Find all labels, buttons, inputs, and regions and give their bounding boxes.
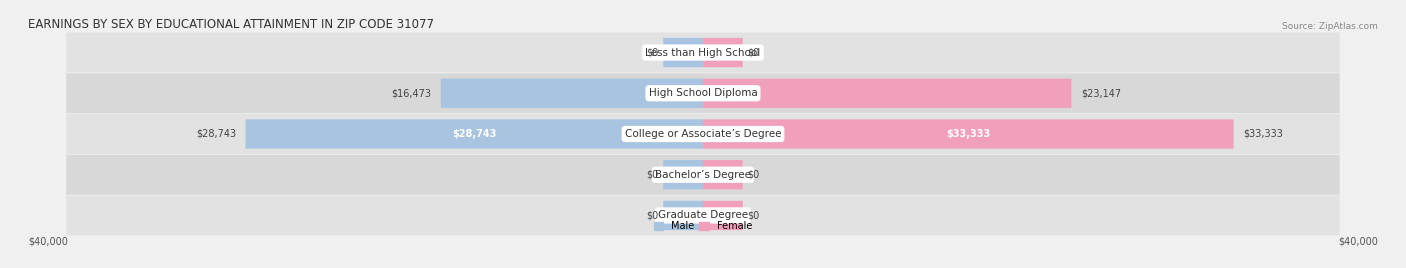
FancyBboxPatch shape bbox=[441, 79, 703, 108]
Legend: Male, Female: Male, Female bbox=[650, 217, 756, 235]
Text: Bachelor’s Degree: Bachelor’s Degree bbox=[655, 170, 751, 180]
Text: $33,333: $33,333 bbox=[946, 129, 990, 139]
Text: EARNINGS BY SEX BY EDUCATIONAL ATTAINMENT IN ZIP CODE 31077: EARNINGS BY SEX BY EDUCATIONAL ATTAINMEN… bbox=[28, 18, 434, 31]
FancyBboxPatch shape bbox=[66, 155, 1340, 195]
Text: $0: $0 bbox=[748, 170, 759, 180]
Text: $0: $0 bbox=[647, 47, 658, 58]
Text: $40,000: $40,000 bbox=[1339, 237, 1378, 247]
Text: Source: ZipAtlas.com: Source: ZipAtlas.com bbox=[1282, 22, 1378, 31]
FancyBboxPatch shape bbox=[246, 119, 703, 149]
FancyBboxPatch shape bbox=[66, 196, 1340, 235]
FancyBboxPatch shape bbox=[703, 79, 1071, 108]
FancyBboxPatch shape bbox=[664, 201, 703, 230]
Text: $0: $0 bbox=[647, 170, 658, 180]
FancyBboxPatch shape bbox=[703, 119, 1233, 149]
Text: $23,147: $23,147 bbox=[1081, 88, 1121, 98]
Text: $28,743: $28,743 bbox=[453, 129, 496, 139]
FancyBboxPatch shape bbox=[66, 33, 1340, 72]
Text: College or Associate’s Degree: College or Associate’s Degree bbox=[624, 129, 782, 139]
Text: Less than High School: Less than High School bbox=[645, 47, 761, 58]
FancyBboxPatch shape bbox=[703, 38, 742, 67]
FancyBboxPatch shape bbox=[703, 201, 742, 230]
FancyBboxPatch shape bbox=[664, 38, 703, 67]
FancyBboxPatch shape bbox=[664, 160, 703, 189]
Text: High School Diploma: High School Diploma bbox=[648, 88, 758, 98]
Text: Graduate Degree: Graduate Degree bbox=[658, 210, 748, 221]
FancyBboxPatch shape bbox=[66, 114, 1340, 154]
Text: $16,473: $16,473 bbox=[391, 88, 432, 98]
Text: $0: $0 bbox=[647, 210, 658, 221]
FancyBboxPatch shape bbox=[703, 160, 742, 189]
Text: $0: $0 bbox=[748, 210, 759, 221]
FancyBboxPatch shape bbox=[66, 73, 1340, 113]
Text: $33,333: $33,333 bbox=[1243, 129, 1284, 139]
Text: $0: $0 bbox=[748, 47, 759, 58]
Text: $28,743: $28,743 bbox=[195, 129, 236, 139]
Text: $40,000: $40,000 bbox=[28, 237, 67, 247]
